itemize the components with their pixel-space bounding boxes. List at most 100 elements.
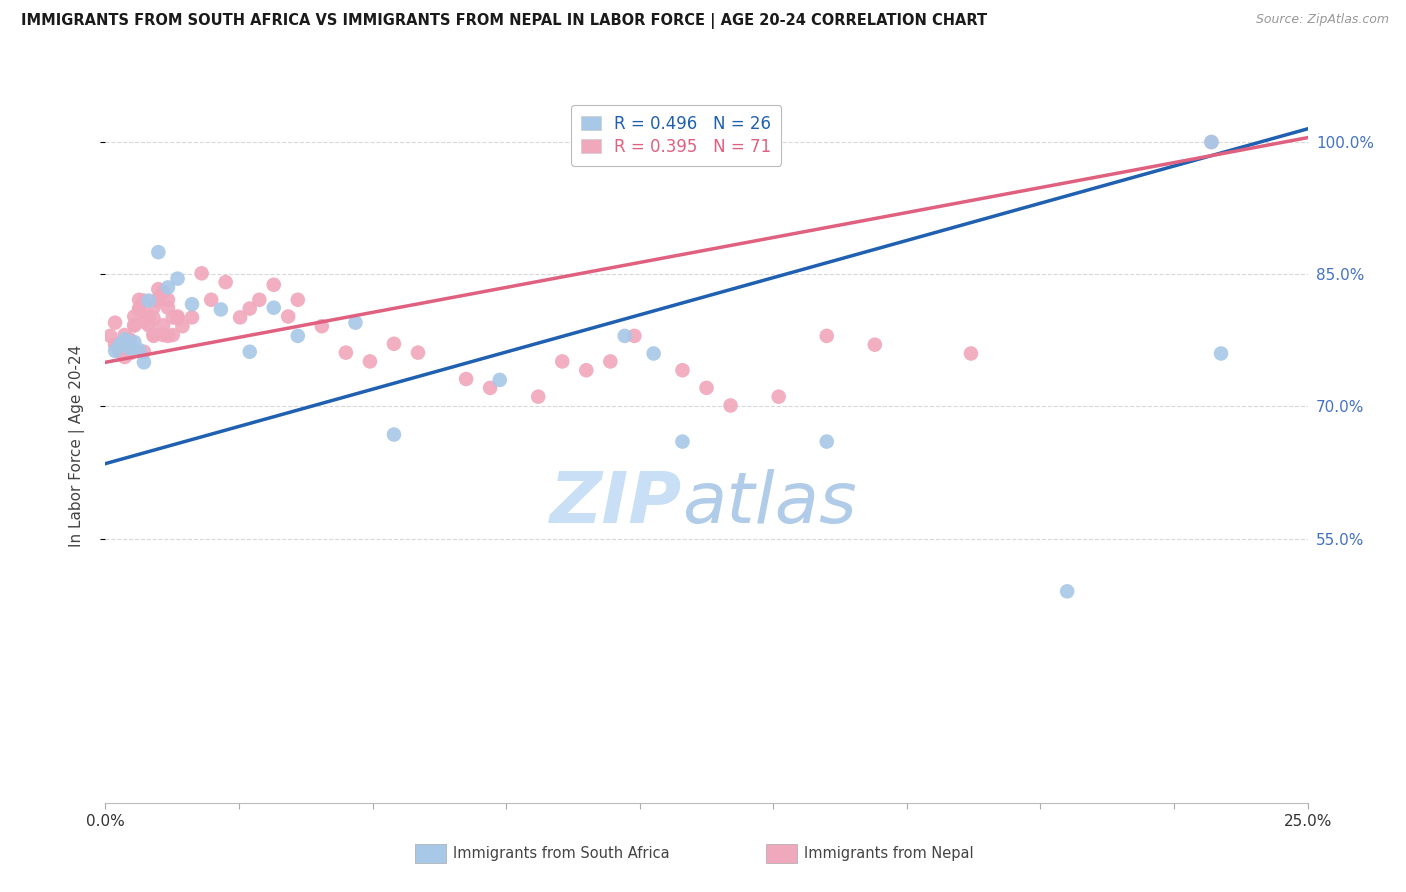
Point — [124, 318, 146, 333]
Point — [344, 316, 367, 330]
Point — [575, 363, 598, 377]
Point — [200, 293, 222, 307]
Point — [172, 319, 194, 334]
Point — [124, 310, 146, 324]
Point — [132, 355, 155, 369]
Point — [815, 329, 838, 343]
Point — [181, 310, 204, 325]
Point — [382, 336, 405, 351]
Point — [229, 310, 252, 325]
Point — [142, 301, 165, 315]
Legend: R = 0.496   N = 26, R = 0.395   N = 71: R = 0.496 N = 26, R = 0.395 N = 71 — [571, 104, 782, 166]
Point — [263, 277, 285, 292]
Point — [768, 390, 790, 404]
Point — [98, 329, 121, 343]
Point — [623, 329, 645, 343]
Point — [142, 329, 165, 343]
Point — [124, 334, 146, 349]
Point — [1201, 135, 1223, 149]
Text: atlas: atlas — [682, 468, 858, 538]
Point — [142, 311, 165, 326]
Text: IMMIGRANTS FROM SOUTH AFRICA VS IMMIGRANTS FROM NEPAL IN LABOR FORCE | AGE 20-24: IMMIGRANTS FROM SOUTH AFRICA VS IMMIGRAN… — [21, 13, 987, 29]
Text: Source: ZipAtlas.com: Source: ZipAtlas.com — [1256, 13, 1389, 27]
Point — [287, 329, 309, 343]
Point — [454, 372, 477, 386]
Point — [479, 381, 502, 395]
Point — [132, 315, 155, 329]
Point — [118, 332, 141, 346]
Point — [613, 329, 636, 343]
Text: Immigrants from Nepal: Immigrants from Nepal — [804, 847, 974, 861]
Point — [138, 318, 160, 333]
Point — [214, 275, 236, 289]
Y-axis label: In Labor Force | Age 20-24: In Labor Force | Age 20-24 — [69, 345, 84, 547]
Point — [132, 293, 155, 308]
Point — [148, 282, 170, 296]
Point — [108, 335, 131, 350]
Point — [118, 333, 141, 347]
Point — [671, 363, 693, 377]
Point — [118, 345, 141, 359]
Point — [527, 390, 550, 404]
Point — [114, 332, 136, 346]
Text: ZIP: ZIP — [550, 468, 682, 538]
Point — [277, 310, 299, 324]
Point — [148, 293, 170, 308]
Point — [863, 337, 886, 351]
Point — [720, 399, 742, 413]
Point — [114, 350, 136, 364]
Point — [263, 301, 285, 315]
Point — [190, 266, 212, 280]
Point — [128, 302, 150, 317]
Point — [156, 329, 179, 343]
Point — [359, 354, 381, 368]
Point — [152, 318, 174, 333]
Point — [148, 292, 170, 306]
Point — [181, 297, 204, 311]
Point — [118, 346, 141, 360]
Point — [815, 434, 838, 449]
Point — [166, 271, 188, 285]
Point — [124, 318, 146, 333]
Point — [138, 311, 160, 326]
Point — [108, 337, 131, 351]
Point — [599, 354, 621, 368]
Point — [287, 293, 309, 307]
Point — [247, 293, 270, 307]
Point — [162, 328, 184, 343]
Point — [209, 302, 232, 317]
Point — [643, 346, 665, 360]
Point — [488, 373, 510, 387]
Point — [114, 328, 136, 343]
Point — [152, 328, 174, 343]
Point — [239, 301, 262, 316]
Point — [104, 316, 127, 330]
Point — [132, 344, 155, 359]
Point — [671, 434, 693, 449]
Point — [162, 310, 184, 325]
Point — [335, 345, 357, 359]
Point — [1056, 584, 1078, 599]
Point — [382, 427, 405, 442]
Point — [128, 343, 150, 357]
Point — [138, 310, 160, 324]
Point — [104, 337, 127, 351]
Point — [406, 345, 429, 359]
Point — [128, 301, 150, 316]
Point — [1201, 135, 1223, 149]
Point — [156, 301, 179, 315]
Point — [551, 354, 574, 368]
Point — [960, 346, 983, 360]
Point — [166, 311, 188, 326]
Point — [156, 293, 179, 307]
Point — [152, 285, 174, 299]
Point — [138, 293, 160, 308]
Text: Immigrants from South Africa: Immigrants from South Africa — [453, 847, 669, 861]
Point — [108, 344, 131, 359]
Point — [156, 280, 179, 294]
Point — [696, 381, 718, 395]
Point — [142, 327, 165, 342]
Point — [118, 341, 141, 355]
Point — [1209, 346, 1232, 360]
Point — [166, 310, 188, 324]
